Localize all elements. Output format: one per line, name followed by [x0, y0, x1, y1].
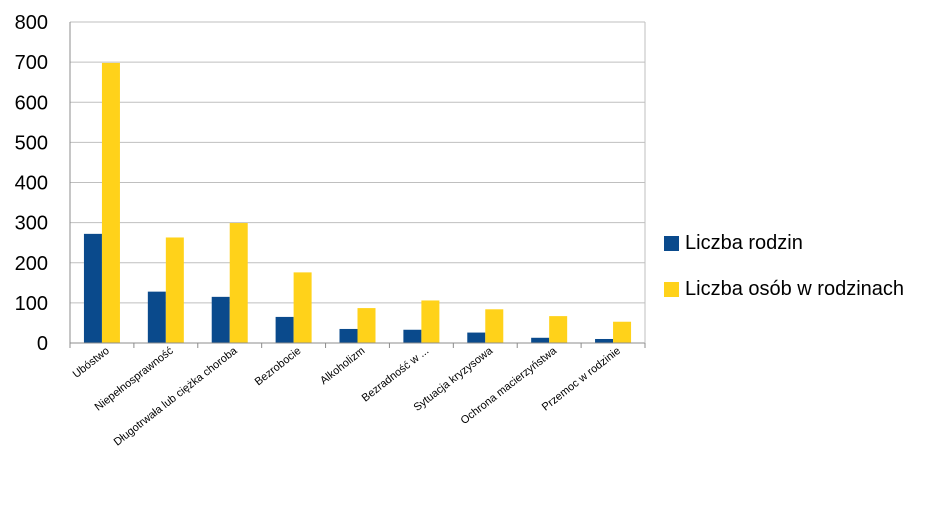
bar-series-2: [229, 223, 248, 343]
bar-series-2: [357, 308, 376, 343]
y-tick-label: 600: [15, 92, 48, 114]
y-tick-label: 300: [15, 213, 48, 235]
axes: [69, 22, 646, 348]
legend-label-series-1: Liczba rodzin: [685, 232, 803, 254]
x-category-label: Bezradność w ...: [360, 345, 431, 405]
x-category-label: Długotrwała lub ciężka choroba: [112, 344, 241, 448]
bar-series-2: [613, 321, 632, 343]
y-tick-label: 700: [15, 52, 48, 74]
bar-series-1: [147, 291, 166, 343]
bar-series-1: [211, 296, 230, 343]
bar-series-2: [165, 237, 184, 343]
gridlines: [70, 21, 645, 304]
bar-series-1: [595, 338, 614, 343]
y-tick-label: 100: [15, 293, 48, 315]
y-axis-tick-labels: 0 100 200 300 400 500 600 700 800: [15, 12, 48, 355]
legend-swatch-series-2: [664, 282, 679, 297]
y-tick-label: 800: [15, 12, 48, 34]
bar-series-1: [467, 332, 486, 343]
bars: [83, 62, 632, 344]
legend-item-series-1: Liczba rodzin: [664, 232, 803, 255]
bar-series-2: [549, 316, 568, 343]
legend-swatch-series-1: [664, 236, 679, 251]
x-category-label: Ubóstwo: [71, 345, 112, 381]
bar-series-2: [485, 309, 504, 343]
y-tick-label: 500: [15, 132, 48, 154]
y-tick-label: 0: [37, 333, 48, 355]
bar-series-2: [101, 62, 120, 344]
bar-series-1: [83, 233, 102, 343]
bar-series-1: [339, 328, 358, 343]
y-tick-label: 400: [15, 173, 48, 195]
y-tick-label: 200: [15, 253, 48, 275]
bar-series-2: [421, 300, 440, 343]
legend-label-series-2: Liczba osób w rodzinach: [685, 278, 905, 300]
x-category-label: Alkoholizm: [318, 345, 367, 387]
legend-item-series-2: Liczba osób w rodzinach: [664, 278, 904, 301]
bar-series-2: [293, 272, 312, 343]
x-category-label: Bezrobocie: [253, 345, 304, 388]
bar-series-1: [531, 337, 550, 343]
bar-series-1: [275, 316, 294, 343]
bar-series-1: [403, 329, 422, 343]
